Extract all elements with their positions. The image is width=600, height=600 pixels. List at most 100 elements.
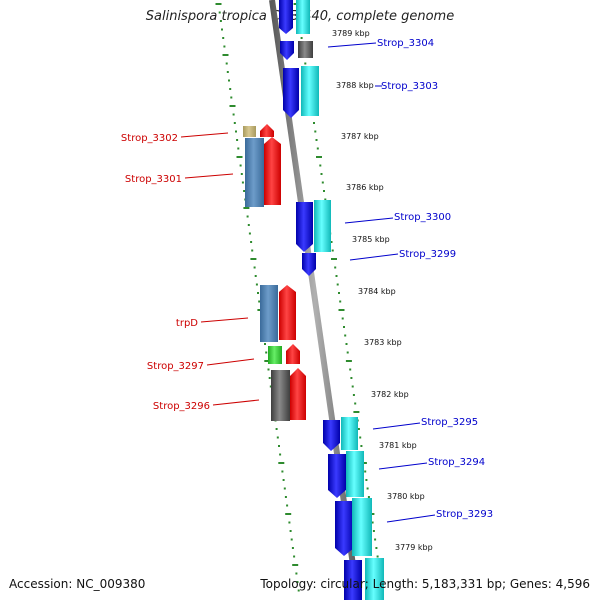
label-strop-3301[interactable]: Strop_3301 xyxy=(125,174,182,185)
tick-track-right-dot xyxy=(316,147,319,150)
reverse-labels: Strop_3304 Strop_3303 Strop_3300 Strop_3… xyxy=(327,38,493,523)
label-strop-3303[interactable]: Strop_3303 xyxy=(381,81,438,92)
gene-strop-3294[interactable] xyxy=(328,454,346,498)
tick-track-right-dot xyxy=(300,37,303,39)
tick-track-right-dot xyxy=(313,122,315,124)
cds-strop-3297[interactable] xyxy=(268,346,282,364)
cds-strop-3295[interactable] xyxy=(341,417,358,450)
label-strop-3302[interactable]: Strop_3302 xyxy=(121,133,178,144)
label-strop-3304[interactable]: Strop_3304 xyxy=(377,38,434,49)
cds-trpd[interactable] xyxy=(260,285,278,342)
gene-strop-3295[interactable] xyxy=(323,420,340,451)
cds-strop-3296[interactable] xyxy=(271,370,290,421)
tick-track-left-dot xyxy=(239,164,242,167)
gene-strop-3293[interactable] xyxy=(335,501,354,556)
cds-bottom-partial[interactable] xyxy=(365,558,384,600)
tick-track-left-major xyxy=(278,462,285,464)
tick-track-right-dot xyxy=(319,164,322,167)
label-strop-3296[interactable]: Strop_3296 xyxy=(153,401,210,412)
cds-strop-3303[interactable] xyxy=(301,66,319,116)
tick-track-right-dot xyxy=(364,470,367,473)
label-strop-3293[interactable]: Strop_3293 xyxy=(436,509,493,520)
gene-top-partial[interactable] xyxy=(279,0,293,34)
tick-track-left-dot xyxy=(250,241,253,243)
tick-track-left-dot xyxy=(235,130,237,133)
tick-track-right-dot xyxy=(365,479,368,481)
tick-track-left-dot xyxy=(241,181,244,184)
tick-track-left-dot xyxy=(232,113,235,116)
gene-strop-3304[interactable] xyxy=(280,41,294,60)
cds-strop-3293[interactable] xyxy=(352,498,372,556)
scale-label-3784: 3784 kbp xyxy=(358,287,396,296)
scale-label-3789: 3789 kbp xyxy=(332,29,370,38)
accession-text: Accession: NC_009380 xyxy=(9,577,146,591)
tick-track-right-dot xyxy=(315,139,318,141)
tick-track-left-dot xyxy=(236,139,239,141)
tick-track-left-dot xyxy=(279,453,282,456)
reverse-features xyxy=(279,0,384,600)
tick-track-left-dot xyxy=(254,275,257,277)
tick-track-left-dot xyxy=(293,555,296,558)
label-strop-3300[interactable]: Strop_3300 xyxy=(394,212,451,223)
tick-track-left-dot xyxy=(283,487,286,490)
tick-track-left-dot xyxy=(240,173,243,175)
tick-track-right-dot xyxy=(343,326,345,328)
cds-strop-3304[interactable] xyxy=(298,41,313,58)
cds-top-partial[interactable] xyxy=(296,0,310,34)
label-strop-3294[interactable]: Strop_3294 xyxy=(428,457,485,468)
tick-track-right-dot xyxy=(354,402,357,405)
tick-track-left-major xyxy=(292,564,299,566)
leader-strop-3293 xyxy=(386,514,436,523)
cds-strop-3300[interactable] xyxy=(314,200,331,252)
scale-label-3780: 3780 kbp xyxy=(387,492,425,501)
tick-track-left-dot xyxy=(233,122,236,124)
gene-strop-3303[interactable] xyxy=(283,68,299,118)
scale-label-3783: 3783 kbp xyxy=(364,338,402,347)
tick-track-left-dot xyxy=(246,215,249,218)
scale-labels: 3789 kbp 3788 kbp 3787 kbp 3786 kbp 3785… xyxy=(332,29,433,552)
tick-track-left-major xyxy=(285,513,292,515)
tick-track-right-dot xyxy=(323,190,325,192)
tick-track-left-dot xyxy=(230,96,233,99)
scale-label-3785: 3785 kbp xyxy=(352,235,390,244)
tick-track-left-dot xyxy=(268,377,271,379)
tick-track-left-dot xyxy=(257,292,259,294)
tick-track-left-dot xyxy=(296,581,299,583)
tick-track-right-major xyxy=(353,411,360,413)
label-trpd[interactable]: trpD xyxy=(176,318,198,329)
tick-track-left-dot xyxy=(237,147,240,150)
tick-track-left-major xyxy=(264,360,271,362)
scale-label-3787: 3787 kbp xyxy=(341,132,379,141)
tick-track-left-dot xyxy=(278,445,280,447)
tick-track-right-dot xyxy=(346,351,349,354)
cds-strop-3301[interactable] xyxy=(245,138,264,207)
tick-track-left-dot xyxy=(297,589,300,592)
gene-strop-3301[interactable] xyxy=(264,137,281,205)
leader-strop-3300 xyxy=(344,217,394,224)
tick-track-left-dot xyxy=(291,547,294,549)
tick-track-left-dot xyxy=(275,428,278,430)
label-strop-3297[interactable]: Strop_3297 xyxy=(147,361,204,372)
leader-strop-3297 xyxy=(206,358,255,366)
tick-track-right-dot xyxy=(331,249,334,252)
gene-strop-3297[interactable] xyxy=(286,344,300,364)
tick-track-right-dot xyxy=(360,445,363,447)
tick-track-left-dot xyxy=(269,385,272,388)
cds-strop-3294[interactable] xyxy=(346,451,364,497)
label-strop-3299[interactable]: Strop_3299 xyxy=(399,249,456,260)
gene-trpd[interactable] xyxy=(279,285,296,340)
tick-track-left-dot xyxy=(229,88,232,90)
gene-bottom-partial[interactable] xyxy=(344,560,362,600)
tick-track-right-dot xyxy=(367,496,370,498)
label-strop-3295[interactable]: Strop_3295 xyxy=(421,417,478,428)
gene-strop-3296[interactable] xyxy=(290,368,306,420)
gene-strop-3302[interactable] xyxy=(260,124,274,137)
tick-track-right-major xyxy=(338,309,345,311)
tick-track-right-dot xyxy=(366,487,369,490)
forward-features xyxy=(243,124,306,421)
gene-strop-3299[interactable] xyxy=(302,253,316,276)
cds-strop-3302[interactable] xyxy=(243,126,256,137)
gene-strop-3300[interactable] xyxy=(296,202,313,252)
tick-track-left-dot xyxy=(255,283,258,286)
tick-track-left-dot xyxy=(251,249,254,252)
